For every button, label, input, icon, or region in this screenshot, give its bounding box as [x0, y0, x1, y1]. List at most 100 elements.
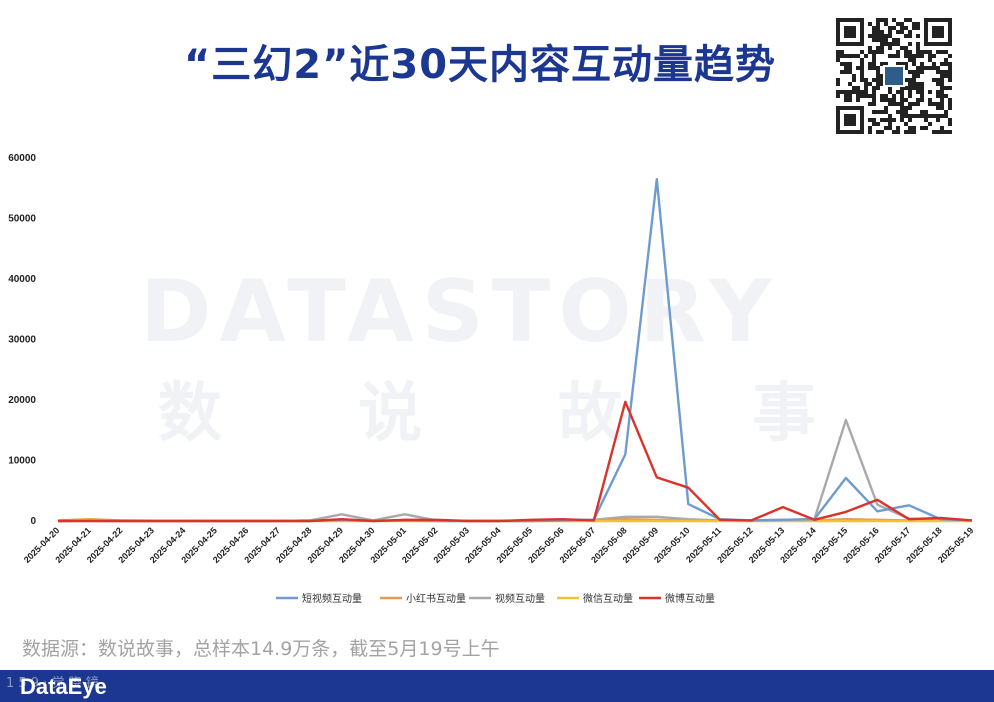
qr-module	[868, 102, 872, 106]
qr-module	[856, 66, 860, 70]
qr-module	[940, 90, 944, 94]
qr-module	[920, 110, 924, 114]
qr-module	[892, 102, 896, 106]
qr-module	[948, 98, 952, 102]
qr-module	[916, 50, 920, 54]
qr-module	[904, 46, 908, 50]
qr-module	[944, 86, 948, 90]
qr-module	[940, 70, 944, 74]
qr-module	[868, 50, 872, 54]
qr-module	[900, 98, 904, 102]
qr-module	[924, 110, 928, 114]
qr-module	[860, 50, 864, 54]
qr-module	[864, 90, 868, 94]
qr-module	[920, 82, 924, 86]
qr-module	[860, 62, 864, 66]
qr-module	[888, 54, 892, 58]
qr-module	[856, 98, 860, 102]
qr-module	[944, 70, 948, 74]
qr-module	[884, 18, 888, 22]
qr-module	[888, 30, 892, 34]
qr-module	[944, 58, 948, 62]
qr-module	[872, 62, 876, 66]
qr-module	[876, 82, 880, 86]
qr-module	[916, 102, 920, 106]
qr-module	[904, 98, 908, 102]
qr-module	[848, 66, 852, 70]
qr-module	[916, 86, 920, 90]
qr-module	[916, 66, 920, 70]
qr-module	[900, 118, 904, 122]
qr-module	[940, 50, 944, 54]
qr-module	[888, 86, 892, 90]
qr-module	[860, 78, 864, 82]
qr-module	[908, 34, 912, 38]
qr-module	[892, 18, 896, 22]
qr-module	[908, 86, 912, 90]
qr-module	[880, 50, 884, 54]
qr-module	[868, 22, 872, 26]
qr-module	[948, 70, 952, 74]
qr-module	[940, 78, 944, 82]
legend-label: 短视频互动量	[302, 592, 362, 605]
qr-module	[884, 126, 888, 130]
qr-module	[936, 78, 940, 82]
qr-finder-inner	[844, 26, 856, 38]
qr-module	[836, 58, 840, 62]
qr-module	[912, 82, 916, 86]
qr-module	[836, 50, 840, 54]
qr-module	[916, 46, 920, 50]
qr-module	[920, 54, 924, 58]
qr-module	[892, 38, 896, 42]
qr-module	[872, 38, 876, 42]
qr-module	[872, 66, 876, 70]
qr-module	[908, 18, 912, 22]
qr-module	[916, 26, 920, 30]
qr-module	[936, 102, 940, 106]
qr-module	[896, 126, 900, 130]
qr-module	[880, 18, 884, 22]
series-line-3	[58, 418, 973, 523]
qr-module	[936, 82, 940, 86]
qr-module	[944, 94, 948, 98]
qr-module	[844, 62, 848, 66]
qr-module	[932, 66, 936, 70]
qr-module	[888, 42, 892, 46]
qr-module	[836, 54, 840, 58]
qr-module	[904, 26, 908, 30]
qr-module	[860, 58, 864, 62]
qr-module	[916, 82, 920, 86]
qr-module	[900, 30, 904, 34]
qr-module	[904, 34, 908, 38]
qr-module	[920, 98, 924, 102]
line-chart: 01000020000300004000050000600002025-04-2…	[8, 153, 975, 605]
qr-module	[836, 94, 840, 98]
qr-module	[904, 78, 908, 82]
qr-module	[892, 98, 896, 102]
qr-module	[876, 86, 880, 90]
qr-module	[908, 114, 912, 118]
qr-module	[892, 130, 896, 134]
qr-module	[844, 94, 848, 98]
y-tick-label: 0	[30, 516, 36, 527]
qr-module	[876, 122, 880, 126]
qr-module	[908, 70, 912, 74]
qr-module	[880, 62, 884, 66]
qr-module	[912, 22, 916, 26]
page-title: “三幻2”近30天内容互动量趋势	[183, 42, 777, 88]
qr-module	[920, 126, 924, 130]
qr-module	[900, 94, 904, 98]
qr-module	[872, 26, 876, 30]
qr-module	[912, 26, 916, 30]
qr-module	[916, 42, 920, 46]
qr-module	[836, 90, 840, 94]
qr-module	[948, 78, 952, 82]
y-tick-label: 60000	[8, 153, 36, 164]
qr-module	[864, 86, 868, 90]
qr-module	[924, 50, 928, 54]
qr-module	[856, 54, 860, 58]
qr-module	[876, 22, 880, 26]
qr-module	[948, 86, 952, 90]
qr-module	[892, 118, 896, 122]
qr-module	[936, 118, 940, 122]
